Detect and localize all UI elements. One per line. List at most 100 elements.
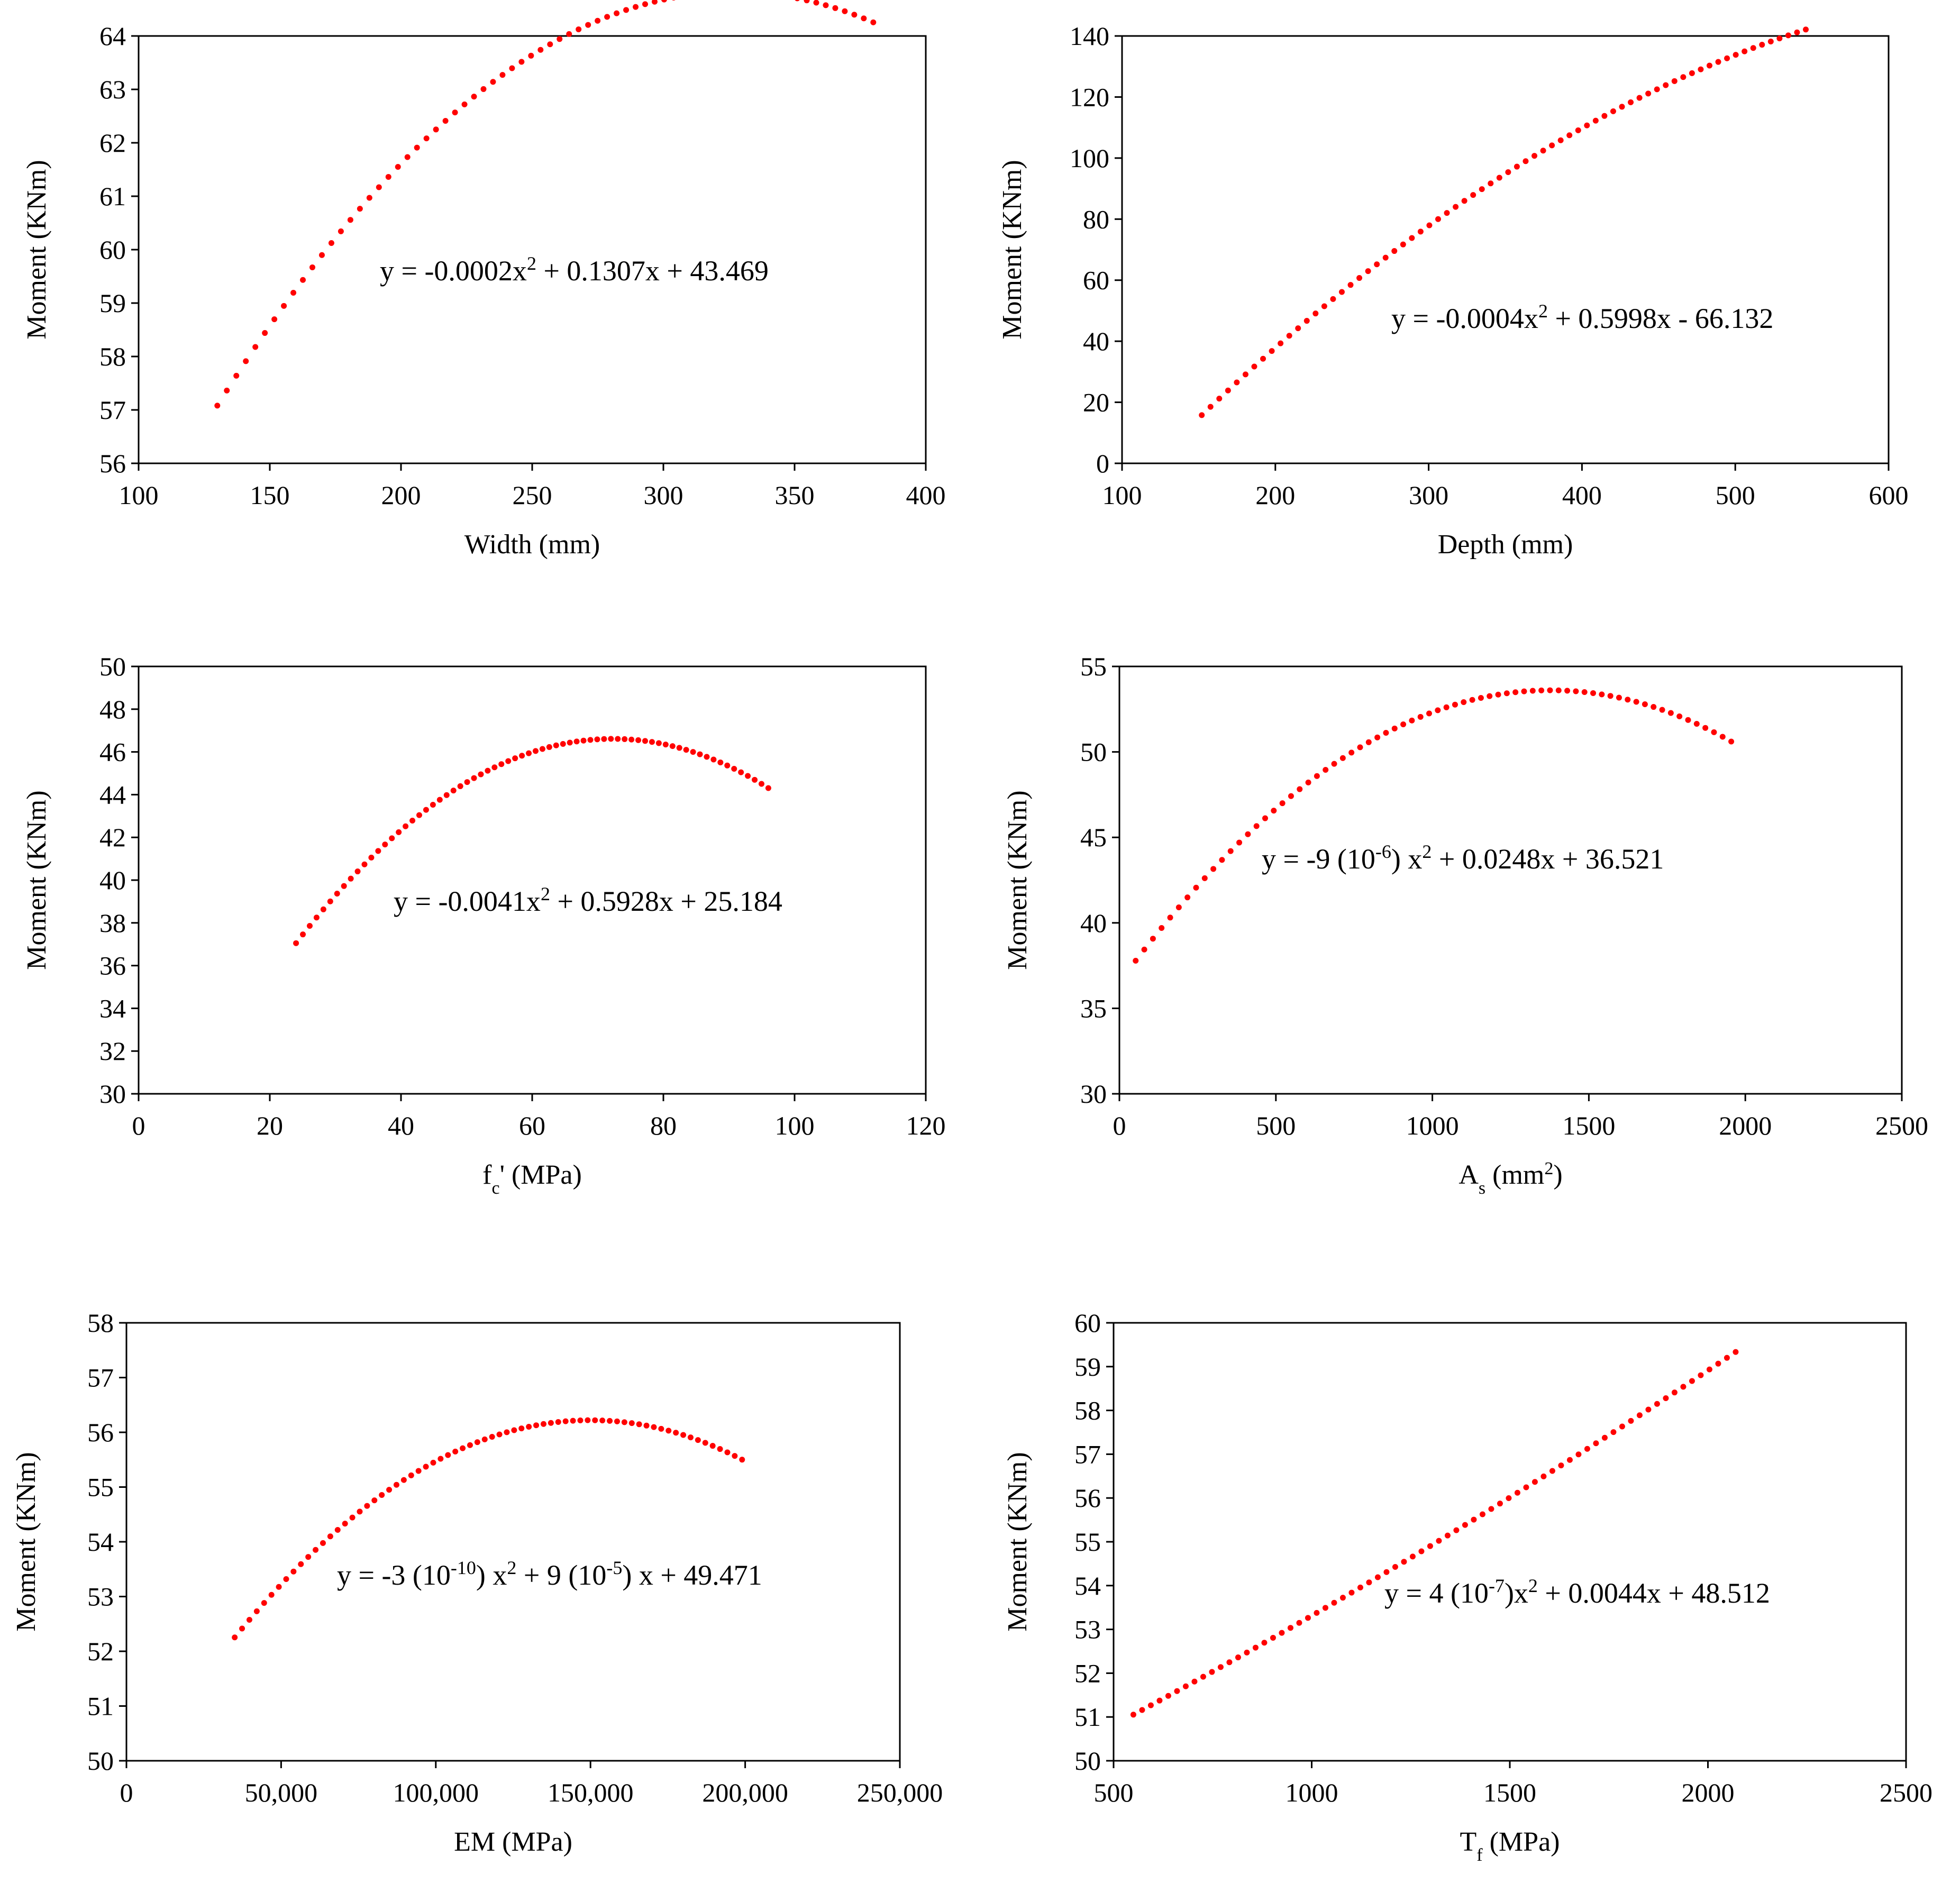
x-tick-label: 600	[1869, 480, 1909, 510]
data-point	[293, 940, 299, 946]
y-axis-title: Moment (KNm)	[1002, 1452, 1033, 1631]
data-point	[615, 736, 621, 742]
y-tick-label: 20	[1083, 388, 1109, 417]
data-point	[1581, 689, 1588, 695]
data-point	[633, 4, 639, 10]
data-point	[1348, 749, 1355, 756]
data-point	[1253, 823, 1260, 829]
data-point	[861, 15, 867, 22]
data-point	[318, 252, 325, 258]
x-tick-label: 1500	[1562, 1111, 1615, 1140]
data-point	[1314, 1609, 1320, 1616]
data-point	[1785, 32, 1791, 39]
x-axis-title: As (mm2)	[1458, 1159, 1562, 1198]
data-point	[415, 1468, 422, 1474]
data-point	[1715, 1360, 1721, 1367]
data-point	[1470, 192, 1476, 198]
data-point	[1599, 691, 1605, 698]
plot-area-frame	[1121, 35, 1890, 464]
data-point	[1733, 52, 1739, 58]
y-tick-label: 45	[1080, 822, 1107, 852]
data-point	[661, 0, 667, 3]
data-point	[1566, 1457, 1573, 1463]
data-point	[765, 785, 771, 791]
data-point	[320, 1540, 326, 1546]
y-tick-label: 58	[1074, 1396, 1101, 1425]
data-point	[1523, 1484, 1529, 1490]
data-point	[386, 1487, 393, 1493]
data-point	[1193, 884, 1199, 891]
data-point	[290, 1568, 297, 1575]
data-point	[1418, 1548, 1425, 1554]
data-point	[604, 14, 610, 20]
data-point	[1175, 904, 1182, 911]
data-point	[1659, 707, 1665, 713]
y-tick-label: 56	[99, 449, 126, 478]
data-point	[1496, 175, 1502, 181]
data-point	[642, 1, 648, 7]
data-point	[1479, 1511, 1485, 1517]
data-point	[1210, 866, 1217, 872]
data-point	[334, 1527, 341, 1533]
data-point	[636, 1421, 642, 1428]
y-tick-label: 52	[1074, 1658, 1101, 1688]
data-point	[376, 184, 382, 190]
trendline-equation: y = -0.0004x2 + 0.5998x - 66.132	[1391, 300, 1773, 334]
data-point	[423, 135, 430, 142]
data-point	[1633, 699, 1639, 705]
data-point	[1288, 793, 1294, 799]
y-tick-label: 120	[1070, 82, 1109, 112]
data-point	[1680, 74, 1686, 80]
data-point	[393, 1482, 399, 1488]
data-point	[1426, 222, 1433, 228]
data-point	[1147, 1702, 1154, 1708]
data-point	[573, 738, 580, 745]
data-point	[1312, 310, 1319, 317]
y-tick-label: 60	[1083, 266, 1109, 295]
y-tick-label: 55	[87, 1473, 114, 1502]
data-point	[1619, 104, 1625, 110]
data-point	[464, 779, 470, 785]
data-point	[511, 1427, 517, 1433]
data-point	[1689, 70, 1695, 76]
data-point	[1610, 108, 1616, 114]
data-point	[622, 736, 628, 742]
data-point	[1469, 697, 1475, 703]
data-point	[471, 775, 477, 781]
plot-area-frame	[138, 665, 927, 1095]
data-point	[436, 797, 443, 803]
data-point	[608, 736, 614, 742]
data-point	[491, 764, 498, 771]
data-point	[276, 1584, 282, 1590]
data-point	[635, 737, 642, 743]
data-point	[504, 1429, 510, 1435]
data-point	[732, 1453, 738, 1459]
data-point	[1217, 1664, 1224, 1670]
data-point	[341, 883, 347, 889]
x-tick-label: 300	[644, 480, 683, 510]
y-tick-label: 52	[87, 1636, 114, 1666]
data-point	[1564, 688, 1571, 694]
data-point	[375, 848, 381, 854]
y-tick-label: 62	[99, 128, 126, 158]
data-point	[371, 1497, 378, 1504]
data-point	[1566, 132, 1573, 139]
data-point	[243, 358, 249, 364]
data-point	[1619, 1423, 1625, 1430]
data-point	[570, 1418, 576, 1424]
data-point	[460, 1445, 466, 1451]
y-tick-label: 48	[99, 694, 126, 724]
data-point	[1427, 1543, 1433, 1549]
data-point	[450, 788, 457, 794]
data-point	[1260, 355, 1266, 362]
data-point	[662, 742, 669, 748]
chart-depth: 0 20 40 60 80 100 120 140 100 200 300 400 500 600 Dept…	[997, 21, 1909, 560]
data-point	[423, 1464, 429, 1470]
data-point	[1331, 1599, 1337, 1606]
data-point	[651, 0, 658, 5]
data-point	[1234, 379, 1240, 386]
data-point	[585, 22, 591, 28]
data-point	[1391, 725, 1398, 731]
data-point	[1339, 1595, 1346, 1601]
data-point	[1159, 925, 1165, 931]
